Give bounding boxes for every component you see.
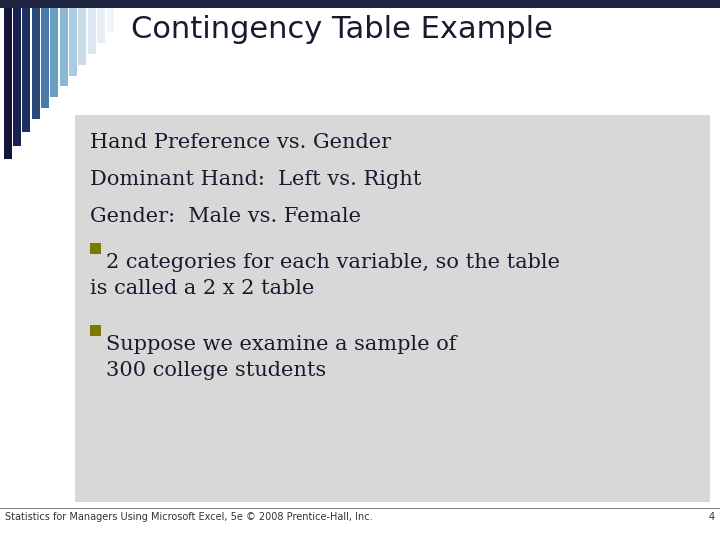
- Bar: [75, 115, 710, 502]
- Text: Statistics for Managers Using Microsoft Excel, 5e © 2008 Prentice-Hall, Inc.: Statistics for Managers Using Microsoft …: [5, 512, 373, 522]
- Bar: [78, 8, 86, 65]
- Bar: [41, 8, 49, 108]
- Text: 4: 4: [709, 512, 715, 522]
- Bar: [0, 0, 720, 8]
- Text: Gender:  Male vs. Female: Gender: Male vs. Female: [90, 207, 361, 226]
- Bar: [60, 8, 68, 86]
- Bar: [69, 8, 77, 76]
- Text: Dominant Hand:  Left vs. Right: Dominant Hand: Left vs. Right: [90, 170, 421, 189]
- Bar: [97, 8, 105, 43]
- Bar: [107, 8, 114, 32]
- Bar: [50, 8, 58, 97]
- Text: 300 college students: 300 college students: [106, 361, 326, 380]
- Text: Hand Preference vs. Gender: Hand Preference vs. Gender: [90, 133, 391, 152]
- Text: Suppose we examine a sample of: Suppose we examine a sample of: [106, 335, 456, 354]
- Bar: [90, 325, 101, 336]
- Text: is called a 2 x 2 table: is called a 2 x 2 table: [90, 279, 315, 298]
- Bar: [32, 8, 40, 119]
- Bar: [13, 8, 21, 146]
- Bar: [88, 8, 96, 54]
- Text: Contingency Table Example: Contingency Table Example: [131, 15, 553, 44]
- Bar: [22, 8, 30, 132]
- Text: 2 categories for each variable, so the table: 2 categories for each variable, so the t…: [106, 253, 560, 272]
- Bar: [4, 8, 12, 159]
- Bar: [90, 243, 101, 254]
